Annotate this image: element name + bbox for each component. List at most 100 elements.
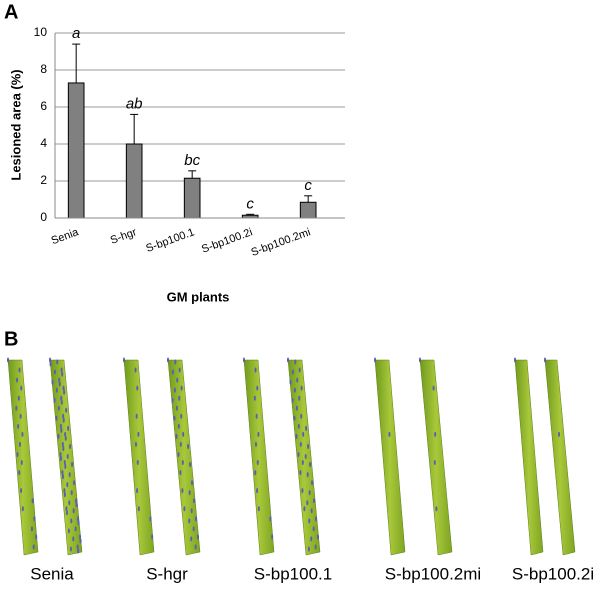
lesion xyxy=(312,526,315,532)
lesion xyxy=(59,423,62,429)
lesion xyxy=(307,546,310,552)
lesion xyxy=(544,357,546,363)
lesion xyxy=(183,506,186,512)
lesion xyxy=(301,460,304,466)
lesion xyxy=(314,544,317,550)
lesion xyxy=(296,377,299,383)
leaf xyxy=(167,359,201,556)
lesion xyxy=(175,405,178,411)
lesion xyxy=(60,367,63,373)
bar xyxy=(299,201,317,219)
lesion xyxy=(305,425,308,431)
lesion xyxy=(190,536,193,542)
lesion xyxy=(177,423,180,429)
lesion xyxy=(308,518,311,524)
lesion xyxy=(51,379,54,385)
bar xyxy=(125,143,143,219)
lesion xyxy=(62,417,65,423)
leaf-photos xyxy=(7,357,576,556)
photo-label: S-hgr xyxy=(146,564,188,583)
lesion xyxy=(433,460,436,466)
lesion xyxy=(72,508,75,514)
lesion xyxy=(66,482,69,488)
leaf xyxy=(419,359,453,556)
lesion xyxy=(59,451,62,457)
lesion xyxy=(61,371,64,377)
lesion xyxy=(167,357,169,363)
x-tick-label: S-bp100.1 xyxy=(144,226,196,255)
lesion xyxy=(56,359,59,365)
lesion xyxy=(57,433,60,439)
lesion xyxy=(271,534,274,540)
lesion xyxy=(17,395,20,401)
lesion xyxy=(181,460,184,466)
lesion xyxy=(134,441,137,447)
photo-label: Senia xyxy=(30,564,74,583)
lesion xyxy=(63,492,66,498)
panel-label: B xyxy=(4,328,18,350)
lesion xyxy=(58,377,61,383)
lesion xyxy=(180,385,183,391)
lesion xyxy=(79,538,82,544)
lesion xyxy=(182,431,185,437)
lesion xyxy=(180,413,183,419)
lesion xyxy=(75,502,78,508)
lesion xyxy=(49,357,51,363)
lesion xyxy=(293,415,296,421)
lesion xyxy=(194,544,197,550)
lesion xyxy=(20,460,23,466)
lesion xyxy=(70,518,73,524)
lesion xyxy=(174,359,177,365)
lesion xyxy=(73,480,76,486)
lesion xyxy=(60,399,63,405)
lesion xyxy=(151,534,154,540)
lesion xyxy=(63,488,66,494)
lesion xyxy=(65,506,68,512)
lesion xyxy=(306,472,309,478)
lesion xyxy=(19,413,22,419)
lesion xyxy=(300,413,303,419)
x-axis-label: GM plants xyxy=(167,289,230,304)
lesion xyxy=(256,385,259,391)
lesion xyxy=(297,451,300,457)
lesion xyxy=(53,369,56,375)
lesion xyxy=(189,462,192,468)
lesion xyxy=(298,395,301,401)
lesion xyxy=(306,500,309,506)
lesion xyxy=(61,441,64,447)
lesion xyxy=(55,387,58,393)
lesion xyxy=(137,431,140,437)
lesion xyxy=(68,500,71,506)
leaf xyxy=(7,359,39,556)
lesion xyxy=(68,472,71,478)
x-tick-label: S-bp100.2mi xyxy=(250,226,313,259)
lesion xyxy=(308,490,311,496)
lesion xyxy=(17,423,20,429)
lesion xyxy=(77,520,80,526)
lesion xyxy=(254,367,257,373)
lesion xyxy=(311,480,314,486)
lesion xyxy=(33,516,36,522)
lesion xyxy=(7,357,9,363)
lesion xyxy=(64,435,67,441)
lesion xyxy=(257,506,260,512)
lesion xyxy=(65,510,68,516)
lesion xyxy=(307,443,310,449)
lesion xyxy=(72,536,75,542)
y-tick-label: 6 xyxy=(40,99,47,113)
lesion xyxy=(67,528,70,534)
lesion xyxy=(77,548,80,554)
leaf xyxy=(243,359,275,556)
lesion xyxy=(30,526,33,532)
lesion xyxy=(289,379,292,385)
leaf xyxy=(49,359,83,556)
lesion xyxy=(64,431,67,437)
lesion xyxy=(32,544,35,550)
lesion xyxy=(65,407,68,413)
lesion xyxy=(123,357,125,363)
lesion xyxy=(291,369,294,375)
lesion xyxy=(254,470,257,476)
lesion xyxy=(77,516,80,522)
bar xyxy=(183,177,201,219)
lesion xyxy=(300,385,303,391)
